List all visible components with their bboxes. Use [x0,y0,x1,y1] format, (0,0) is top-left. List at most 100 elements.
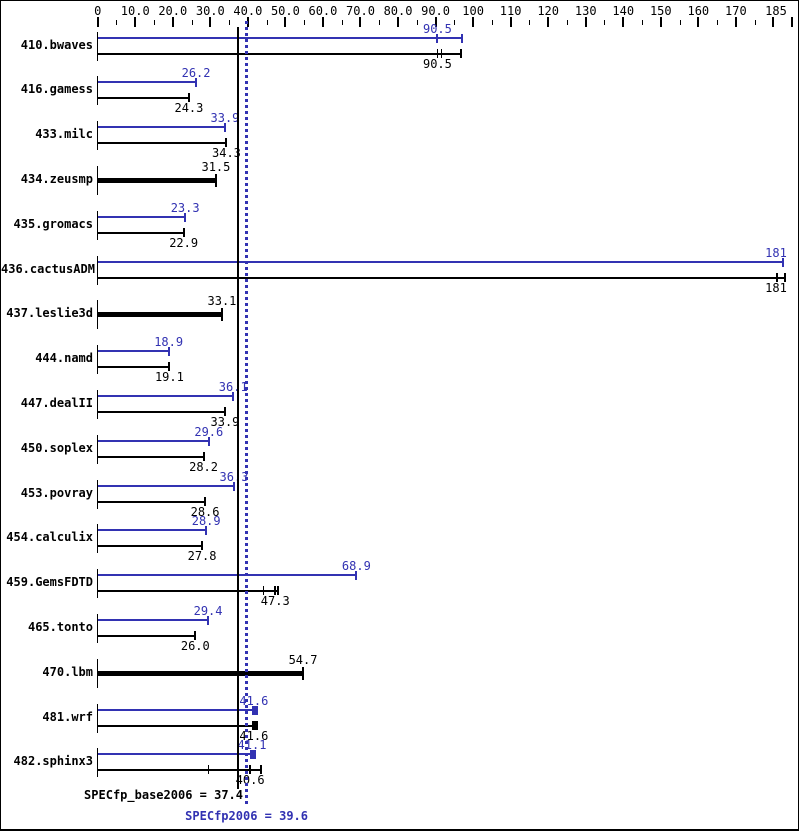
peak-bar-endcap [232,481,235,491]
axis-tick [604,20,606,25]
axis-label: 140 [612,4,635,18]
axis-tick [416,20,418,25]
base-run-tick [207,765,209,775]
axis-tick [359,17,362,27]
base-value-label: 34.3 [212,146,241,161]
base-bar-endcap [220,308,223,322]
peak-bar [98,618,209,621]
base-bar-endcap [214,173,217,187]
base-value-label: 27.8 [187,549,217,564]
peak-bar-endcap [167,347,170,357]
row-baseline [97,121,98,151]
base-bar-endcap [259,765,262,775]
row-baseline [97,479,98,509]
peak-mean-line [245,21,249,807]
base-bar-endcap [194,630,197,640]
peak-bar-endcap [232,391,235,401]
benchmark-label: 444.namd [35,351,93,366]
axis-tick [434,17,437,27]
peak-bar-endcap [355,571,358,581]
axis-tick [754,20,756,25]
peak-median-marker [249,750,255,760]
benchmark-label: 410.bwaves [20,37,93,52]
axis-label: 120 [537,4,560,18]
base-score-label: SPECfp_base2006 = 37.4 [84,788,243,802]
benchmark-label: 416.gamess [20,82,93,97]
axis-tick [397,17,400,27]
axis-label: 0 [94,4,102,18]
benchmark-label: 447.dealII [20,395,93,410]
base-bar-endcap [204,496,207,506]
row-baseline [97,613,98,643]
peak-bar-endcap [195,78,198,88]
base-bar [98,276,785,279]
axis-tick [491,20,493,25]
base-value-label: 54.7 [288,652,318,667]
base-bar [98,590,278,593]
base-bar [98,97,189,100]
benchmark-label: 481.wrf [42,709,93,724]
row-baseline [97,748,98,778]
base-value-label: 19.1 [154,370,184,385]
base-bar-endcap [201,541,204,551]
peak-value-label: 41.1 [237,738,267,753]
axis-tick [341,20,343,25]
axis-label: 50.0 [270,4,300,18]
base-bar [98,52,462,55]
benchmark-label: 465.tonto [27,619,93,634]
peak-bar [98,439,209,442]
benchmark-label: 459.GemsFDTD [6,575,93,590]
axis-tick [584,17,587,27]
base-run-tick [437,48,439,58]
peak-bar-endcap [223,123,226,133]
peak-bar [98,394,234,397]
peak-bar-endcap [184,212,187,222]
base-bar [98,670,304,676]
row-baseline [97,210,98,240]
base-bar-endcap [168,362,171,372]
peak-bar-endcap [460,33,463,43]
peak-value-label: 29.4 [193,603,223,618]
axis-label: 100 [462,4,484,18]
peak-value-label: 90.5 [422,21,452,36]
base-value-label: 31.5 [201,159,231,174]
base-value-label: 90.5 [422,56,452,71]
peak-value-label: 18.9 [154,335,184,350]
peak-bar-endcap [253,750,256,760]
base-bar-endcap [187,93,190,103]
axis-tick [472,17,475,27]
axis-tick [529,20,531,25]
base-bar [98,231,184,234]
axis-tick [734,17,737,27]
peak-bar [98,708,257,711]
base-median-marker [776,272,779,282]
axis-tick [96,17,99,27]
base-bar-endcap [202,451,205,461]
base-value-label: 28.6 [190,504,220,519]
peak-bar-endcap [207,615,210,625]
base-median-marker [274,586,277,596]
base-run-tick [440,48,442,58]
axis-tick [454,20,456,25]
axis-tick [284,17,287,27]
peak-bar-endcap [205,526,208,536]
row-baseline [97,524,98,554]
base-value-label: 181 [765,280,787,295]
axis-tick [642,20,644,25]
base-bar [98,455,204,458]
row-baseline [97,389,98,419]
base-value-label: 40.6 [235,773,265,788]
axis-tick [772,17,775,27]
axis-tick [547,17,550,27]
base-bar [98,769,261,772]
base-bar [98,312,222,318]
benchmark-label: 482.sphinx3 [13,754,93,769]
axis-label: 185 [765,4,787,18]
peak-bar [98,753,255,756]
axis-tick [266,20,268,25]
peak-value-label: 29.6 [194,424,224,439]
axis-tick [229,20,231,25]
peak-bar [98,484,234,487]
peak-bar [98,529,207,532]
axis-label: 10.0 [120,4,150,18]
